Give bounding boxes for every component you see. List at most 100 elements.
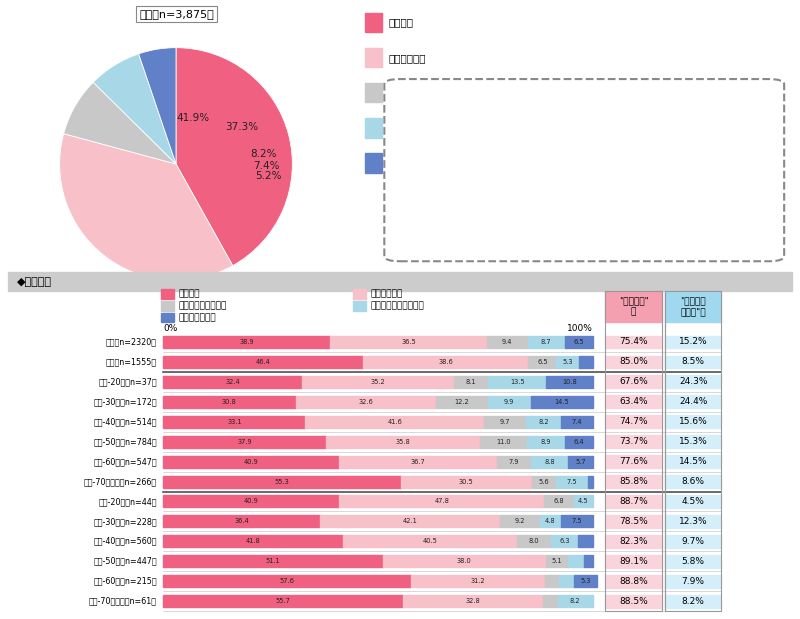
Bar — [543, 595, 558, 607]
Text: 5.3: 5.3 — [562, 359, 573, 365]
Bar — [163, 416, 306, 428]
Text: 30.8: 30.8 — [222, 399, 237, 405]
Bar — [326, 436, 480, 448]
Bar — [529, 356, 556, 368]
Bar — [561, 516, 593, 527]
Bar — [544, 495, 574, 508]
Bar — [665, 595, 722, 607]
Text: 11.0: 11.0 — [496, 439, 511, 444]
Bar — [665, 535, 722, 548]
Text: 12.2: 12.2 — [454, 399, 470, 405]
Text: 13.5: 13.5 — [510, 379, 525, 385]
Bar — [530, 396, 593, 408]
Bar — [161, 290, 174, 299]
Bar — [295, 396, 436, 408]
Text: 8.2%: 8.2% — [682, 597, 705, 605]
Bar — [551, 535, 578, 547]
Bar — [665, 475, 722, 488]
Text: ...79.2%: ...79.2% — [550, 137, 619, 152]
Text: 男性-60代（n=547）: 男性-60代（n=547） — [94, 457, 157, 466]
Text: 35.8: 35.8 — [395, 439, 410, 444]
Text: 8.5%: 8.5% — [682, 357, 705, 366]
Bar — [606, 415, 662, 428]
Bar — [556, 475, 588, 488]
Bar — [365, 118, 382, 137]
Text: 5.7: 5.7 — [575, 459, 586, 465]
Text: 7.9: 7.9 — [508, 459, 519, 465]
Text: 8.2%: 8.2% — [250, 149, 277, 158]
Text: 88.5%: 88.5% — [619, 597, 648, 605]
Bar — [8, 272, 792, 291]
Bar — [163, 535, 343, 547]
Text: 女性-70代以上（n=61）: 女性-70代以上（n=61） — [89, 597, 157, 605]
Bar — [665, 495, 722, 508]
Text: 12.3%: 12.3% — [679, 517, 707, 526]
Text: 36.7: 36.7 — [410, 459, 425, 465]
Bar — [606, 376, 662, 388]
Bar — [163, 456, 339, 467]
Text: "意識して
いない"計: "意識して いない"計 — [681, 297, 706, 316]
Bar — [339, 495, 544, 508]
Bar — [561, 416, 593, 428]
Text: 35.2: 35.2 — [370, 379, 386, 385]
Text: あまり意識していない: あまり意識していない — [370, 301, 424, 310]
Text: 32.8: 32.8 — [466, 598, 480, 604]
Bar — [558, 595, 593, 607]
Bar — [606, 555, 662, 568]
Bar — [161, 313, 174, 322]
Bar — [665, 415, 722, 428]
Bar — [665, 291, 722, 611]
Text: 9.9: 9.9 — [504, 399, 514, 405]
Bar — [454, 376, 489, 388]
Text: ◆性年代別: ◆性年代別 — [18, 277, 53, 287]
Text: 47.8: 47.8 — [434, 498, 449, 504]
Bar — [365, 13, 382, 32]
Bar — [606, 396, 662, 408]
Text: 6.4: 6.4 — [574, 439, 585, 444]
Text: 41.6: 41.6 — [387, 418, 402, 425]
Bar — [163, 575, 410, 587]
Text: 24.3%: 24.3% — [679, 378, 707, 386]
Bar — [501, 516, 540, 527]
Text: 15.2%: 15.2% — [679, 337, 707, 347]
Bar — [163, 555, 382, 567]
Text: 5.1: 5.1 — [552, 558, 562, 565]
Bar — [556, 356, 579, 368]
Text: 7.5: 7.5 — [566, 478, 578, 485]
Text: 77.6%: 77.6% — [619, 457, 648, 466]
Bar — [163, 336, 330, 348]
Bar — [665, 355, 722, 368]
Text: 46.4: 46.4 — [255, 359, 270, 365]
Text: 41.8: 41.8 — [246, 539, 261, 544]
Bar — [489, 376, 546, 388]
Bar — [163, 475, 401, 488]
Text: 88.7%: 88.7% — [619, 497, 648, 506]
Text: 男性-70代以上（n=266）: 男性-70代以上（n=266） — [84, 477, 157, 486]
Bar — [163, 396, 295, 408]
Bar — [584, 555, 593, 567]
Bar — [665, 376, 722, 388]
Bar — [559, 575, 574, 587]
Bar — [606, 291, 662, 322]
Bar — [579, 356, 593, 368]
Bar — [526, 416, 561, 428]
Text: 88.8%: 88.8% — [619, 577, 648, 586]
Text: 32.4: 32.4 — [226, 379, 240, 385]
Text: 31.2: 31.2 — [470, 578, 485, 584]
Bar — [665, 455, 722, 468]
Text: 男性（n=2320）: 男性（n=2320） — [106, 337, 157, 347]
Text: 9.7%: 9.7% — [682, 537, 705, 546]
Bar — [545, 575, 559, 587]
Text: 4.5: 4.5 — [578, 498, 589, 504]
Bar — [410, 575, 545, 587]
Text: どちらともいえない: どちらともいえない — [178, 301, 226, 310]
Text: 8.2: 8.2 — [570, 598, 581, 604]
FancyBboxPatch shape — [384, 79, 784, 261]
Text: "意識していない" 計: "意識していない" 計 — [543, 180, 626, 193]
Text: 8.1: 8.1 — [466, 379, 476, 385]
Bar — [527, 436, 566, 448]
Bar — [480, 436, 527, 448]
Text: 32.6: 32.6 — [358, 399, 373, 405]
Text: 8.6%: 8.6% — [682, 477, 705, 486]
Bar — [665, 396, 722, 408]
